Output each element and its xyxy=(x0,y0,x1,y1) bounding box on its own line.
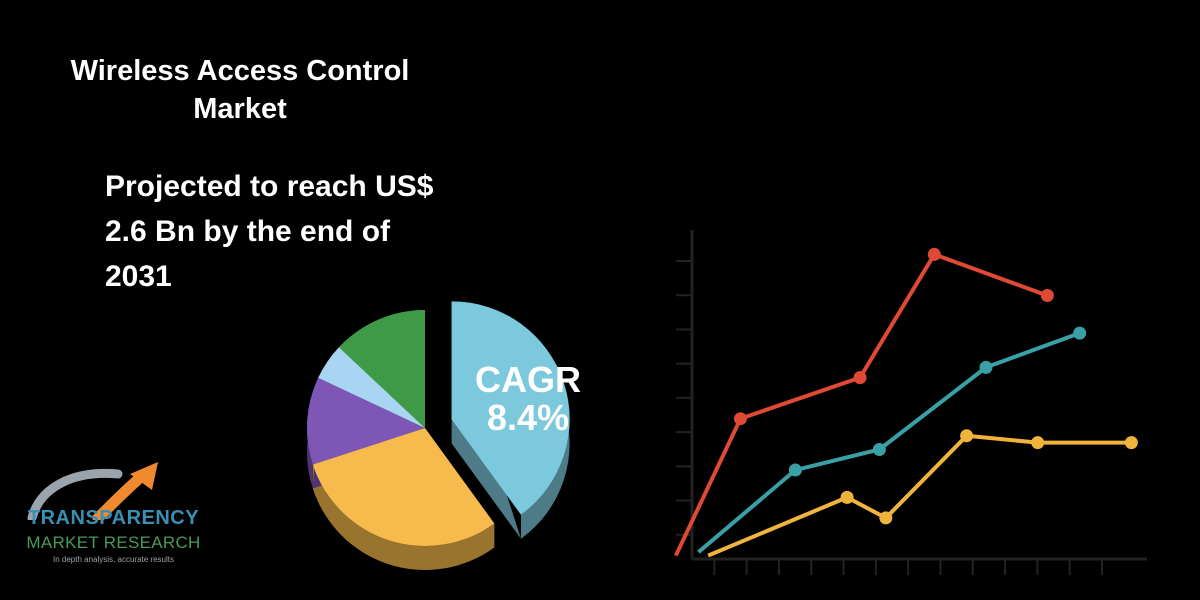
company-logo: TRANSPARENCY MARKET RESEARCH In depth an… xyxy=(10,460,210,570)
pie-slice-4 xyxy=(338,310,425,428)
series-0-point xyxy=(1040,288,1054,302)
series-0-point xyxy=(853,371,867,385)
pie-chart: CAGR 8.4% xyxy=(307,301,581,570)
series-line-2 xyxy=(707,433,1132,558)
series-1-point xyxy=(788,463,802,477)
title-line-1: Wireless Access Control xyxy=(70,55,410,87)
projection-line-3: 2031 xyxy=(105,260,172,293)
pie-slice-2 xyxy=(307,377,425,465)
pie-slice-0 xyxy=(451,301,570,515)
projection-line-2: 2.6 Bn by the end of xyxy=(105,215,391,248)
logo-tagline: In depth analysis, accurate results xyxy=(53,555,174,564)
cagr-value: 8.4% xyxy=(487,397,569,438)
line-chart xyxy=(674,230,1147,575)
series-line-0 xyxy=(674,252,1049,557)
cagr-label: CAGR xyxy=(475,359,581,400)
pie-slice-side-1 xyxy=(312,464,495,570)
projection-line-1: Projected to reach US$ xyxy=(105,170,434,203)
logo-line-1: TRANSPARENCY xyxy=(27,507,200,529)
series-2-point xyxy=(960,429,974,443)
pie-slice-3 xyxy=(318,347,425,428)
series-0-point xyxy=(733,412,747,426)
title-line-2: Market xyxy=(193,93,287,125)
page-title: Wireless Access Control Market xyxy=(30,52,450,128)
projection-text: Projected to reach US$ 2.6 Bn by the end… xyxy=(105,164,525,299)
pie-slice-1 xyxy=(312,428,495,546)
series-1-point xyxy=(1073,326,1087,340)
series-2-point xyxy=(1124,436,1138,450)
pie-chart-tops xyxy=(307,301,570,546)
series-1-point xyxy=(979,360,993,374)
series-1-point xyxy=(872,442,886,456)
line-chart-axes xyxy=(676,230,1147,575)
series-0-point xyxy=(927,247,941,261)
logo-swoosh-icon xyxy=(27,462,158,520)
logo-line-2: MARKET RESEARCH xyxy=(26,533,201,552)
series-2-point xyxy=(879,511,893,525)
series-2-point xyxy=(1031,436,1045,450)
series-2-point xyxy=(840,490,854,504)
line-chart-series xyxy=(674,247,1138,558)
